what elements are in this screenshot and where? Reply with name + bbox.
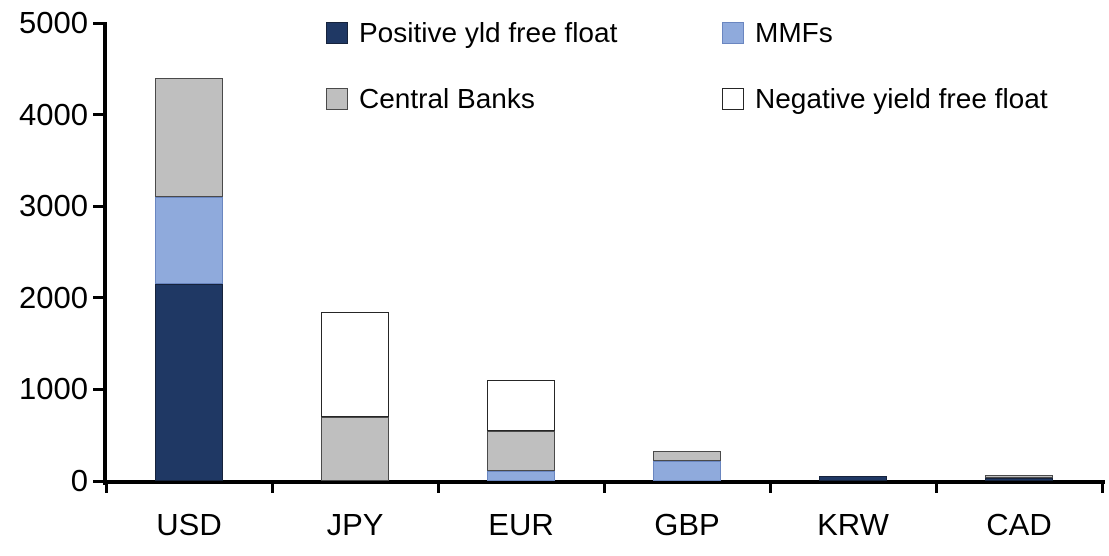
legend-swatch-central-banks-icon (326, 88, 348, 110)
x-axis-label-krw: KRW (817, 507, 889, 542)
bar-segment-cad-2 (985, 474, 1053, 478)
bar-segment-usd-0 (155, 284, 223, 481)
x-axis-tick (768, 481, 772, 493)
bar-segment-krw-0 (819, 476, 887, 481)
y-axis-tick (93, 479, 104, 483)
x-axis-label-gbp: GBP (654, 507, 720, 542)
x-axis-tick (104, 481, 108, 493)
legend-swatch-negative-yield-free-float-icon (722, 88, 744, 110)
legend-label-mmfs: MMFs (755, 17, 833, 48)
bar-segment-usd-1 (155, 197, 223, 285)
bar-segment-jpy-3 (321, 311, 389, 417)
y-axis-tick (93, 296, 104, 300)
y-axis-tick-label: 3000 (19, 188, 88, 224)
y-axis-tick (93, 387, 104, 391)
y-axis-tick (93, 204, 104, 208)
x-axis-tick (602, 481, 606, 493)
x-axis-label-cad: CAD (986, 507, 1052, 542)
y-axis-tick (93, 21, 104, 25)
bar-segment-gbp-2 (653, 450, 721, 461)
x-axis-tick (436, 481, 440, 493)
bar-segment-cad-0 (985, 477, 1053, 481)
y-axis-tick-label: 1000 (19, 371, 88, 407)
x-axis-tick (270, 481, 274, 493)
legend-swatch-positive-yld-free-float-icon (326, 22, 348, 44)
legend-label-central-banks: Central Banks (359, 83, 535, 114)
bar-segment-gbp-1 (653, 460, 721, 481)
y-axis-tick-label: 5000 (19, 5, 88, 40)
legend-swatch-mmfs-icon (722, 22, 744, 44)
x-axis-tick (934, 481, 938, 493)
y-axis-tick-label: 4000 (19, 96, 88, 132)
legend-label-negative-yield-free-float: Negative yield free float (755, 83, 1048, 114)
legend-item-mmfs: MMFs (722, 15, 833, 51)
y-axis-line (103, 22, 107, 485)
bar-segment-eur-1 (487, 470, 555, 481)
legend-item-negative-yield-free-float: Negative yield free float (722, 81, 1048, 117)
bar-segment-eur-2 (487, 430, 555, 471)
x-axis-label-eur: EUR (488, 507, 554, 542)
bar-segment-usd-2 (155, 77, 223, 198)
bar-segment-eur-3 (487, 380, 555, 431)
legend-item-positive-yld-free-float: Positive yld free float (326, 15, 617, 51)
y-axis-tick (93, 113, 104, 117)
legend-label-positive-yld-free-float: Positive yld free float (359, 17, 618, 48)
x-axis-label-jpy: JPY (326, 507, 384, 542)
y-axis-tick-label: 2000 (19, 279, 88, 315)
x-axis-tick (1100, 481, 1104, 493)
bar-segment-jpy-2 (321, 416, 389, 481)
legend-item-central-banks: Central Banks (326, 81, 535, 117)
x-axis-label-usd: USD (156, 507, 222, 542)
y-axis-tick-label: 0 (70, 463, 88, 498)
